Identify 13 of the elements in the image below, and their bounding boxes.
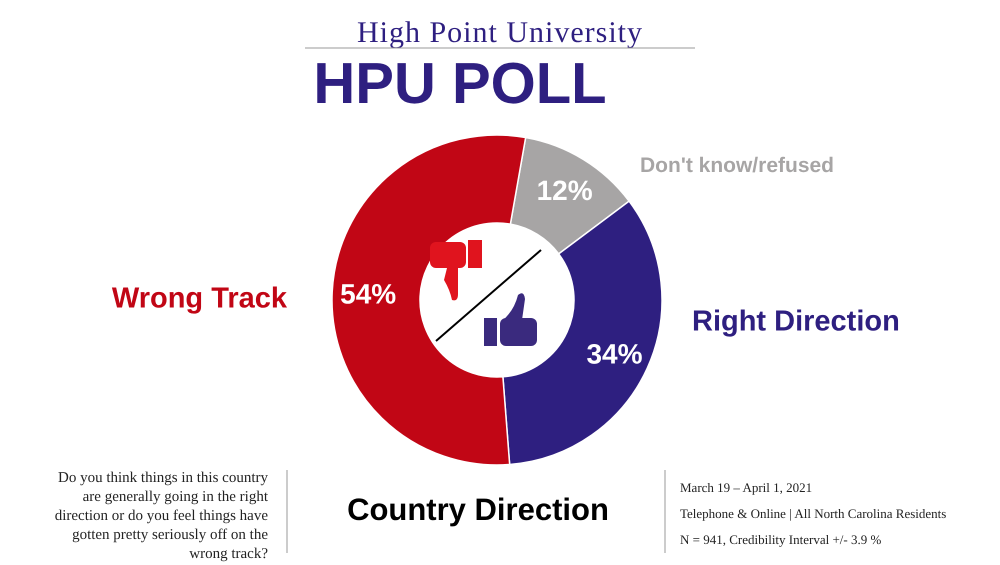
- slice-label: Don't know/refused: [640, 154, 834, 177]
- data-label: 54%: [340, 278, 396, 310]
- slice-label: Right Direction: [692, 305, 900, 338]
- text: HPU POLL: [313, 51, 607, 116]
- text: Do you think things in this country are generally going in the right direction or do you feel things have gotten pretty seriously off on the wrong track?: [54, 470, 269, 562]
- data-label: 12%: [536, 175, 593, 206]
- data-label: 34%: [586, 338, 643, 370]
- text: N = 941, Credibility Interval +/- 3.9 %: [680, 532, 882, 547]
- slice-label: Wrong Track: [112, 282, 288, 315]
- text: March 19 – April 1, 2021: [680, 480, 812, 495]
- text: Country Direction: [347, 492, 609, 527]
- text: High Point University: [356, 16, 644, 49]
- text: Telephone & Online | All North Carolina Residents: [680, 506, 946, 521]
